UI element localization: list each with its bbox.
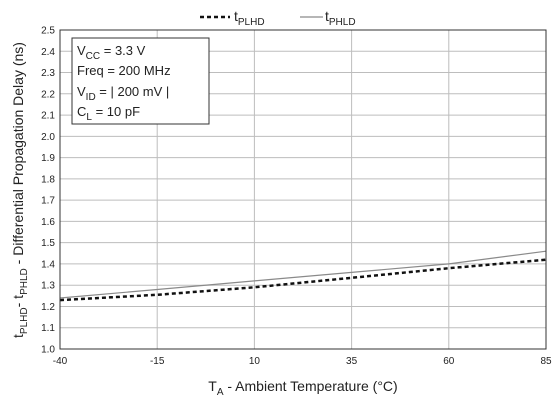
x-tick-label: 85 (540, 356, 552, 367)
y-tick-label: 1.2 (41, 302, 55, 313)
y-tick-label: 1.6 (41, 217, 55, 228)
y-tick-label: 1.7 (41, 196, 55, 207)
y-tick-label: 1.8 (41, 174, 55, 185)
x-tick-labels: -40 -15 10 35 60 85 (53, 356, 552, 367)
y-tick-label: 1.9 (41, 153, 55, 164)
y-tick-label: 2.5 (41, 26, 55, 37)
y-tick-label: 2.2 (41, 89, 55, 100)
legend: tPLHD tPHLD (200, 8, 356, 28)
legend-label-plhd: tPLHD (234, 8, 265, 28)
series-line-tphld (59, 250, 547, 299)
x-tick-label: 10 (249, 356, 261, 367)
conditions-box: VCC = 3.3 V Freq = 200 MHz VID = | 200 m… (71, 37, 210, 125)
y-tick-label: 1.0 (41, 345, 55, 356)
x-tick-label: 60 (443, 356, 455, 367)
y-tick-label: 1.3 (41, 281, 55, 292)
series-line-tplhd (59, 258, 547, 302)
data-series (59, 250, 547, 302)
condition-vcc: VCC = 3.3 V (77, 43, 146, 62)
plot-frame (59, 29, 547, 350)
condition-vid: VID = | 200 mV | (77, 84, 169, 103)
x-tick-label: 35 (346, 356, 358, 367)
condition-cl: CL = 10 pF (77, 104, 140, 123)
y-tick-label: 2.0 (41, 132, 55, 143)
y-axis-title: tPLHD- tPHLD - Differential Propagation … (10, 42, 30, 338)
y-tick-labels: 1.0 1.1 1.2 1.3 1.4 1.5 1.6 1.7 1.8 1.9 2.0 2.1 2.2 2… (41, 26, 55, 356)
y-tick-label: 1.4 (41, 259, 55, 270)
y-tick-label: 2.4 (41, 47, 55, 58)
legend-label-phld: tPHLD (325, 8, 356, 28)
y-tick-label: 2.3 (41, 68, 55, 79)
x-tick-label: -40 (53, 356, 68, 367)
x-axis-title: TA - Ambient Temperature (°C) (208, 378, 397, 398)
y-tick-label: 1.5 (41, 238, 55, 249)
y-tick-label: 1.1 (41, 323, 55, 334)
x-tick-label: -15 (150, 356, 165, 367)
conditions-box-frame (71, 37, 210, 125)
y-tick-label: 2.1 (41, 111, 55, 122)
condition-freq: Freq = 200 MHz (77, 63, 171, 78)
